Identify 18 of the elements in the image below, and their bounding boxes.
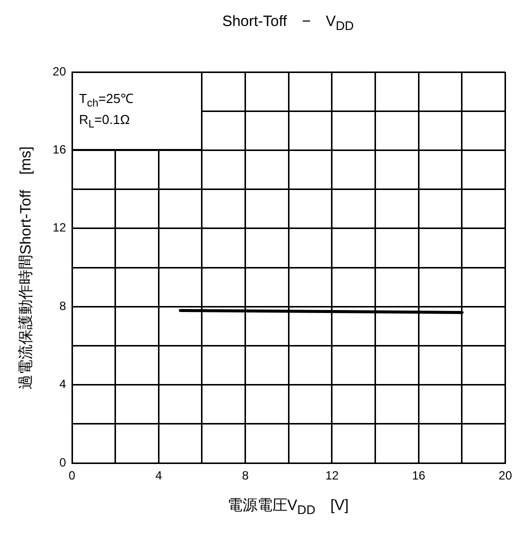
- text-box: T$_{ch}$=25℃ R$_{L}$=0.1Ω: [72, 72, 202, 150]
- text: 電源電圧V$_{DD}$ [V]: [227, 497, 349, 517]
- x-tick-label: 0: [68, 468, 76, 483]
- x-tick-label: 20: [498, 468, 512, 483]
- y-tick-label: 16: [52, 142, 66, 157]
- y-tick-label: 12: [52, 220, 66, 235]
- y-axis-title: 過電流保護動作時間Short-Toff [ms]: [16, 146, 36, 390]
- y-tick-label: 4: [59, 377, 66, 392]
- x-tick-label: 16: [412, 468, 426, 483]
- chart-title: Short-Toff − V$_{DD}$: [222, 12, 354, 33]
- y-tick-label: 20: [52, 64, 66, 78]
- annotation: R$_{L}$=0.1Ω: [79, 112, 131, 132]
- y-tick-label: 8: [59, 298, 66, 313]
- y-tick-label: 0: [59, 455, 66, 470]
- x-tick-label: 4: [155, 468, 162, 483]
- annotation: T$_{ch}$=25℃: [79, 91, 134, 112]
- x-tick-label: 12: [325, 468, 339, 483]
- x-tick-label: 8: [242, 468, 249, 483]
